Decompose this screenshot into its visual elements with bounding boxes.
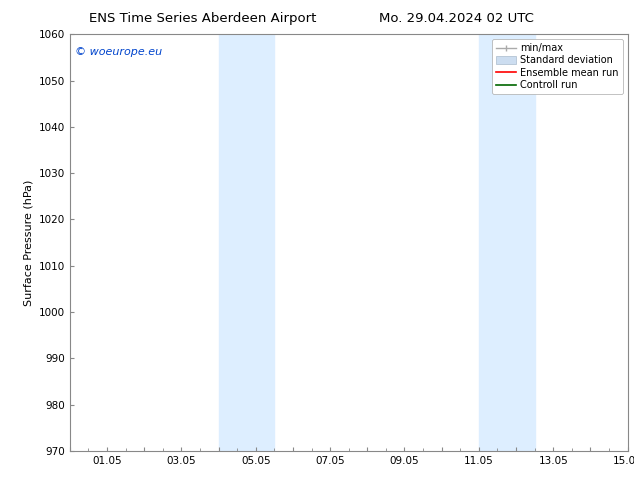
Text: ENS Time Series Aberdeen Airport: ENS Time Series Aberdeen Airport — [89, 12, 316, 25]
Text: © woeurope.eu: © woeurope.eu — [75, 47, 162, 57]
Bar — [219, 34, 275, 451]
Bar — [479, 34, 534, 451]
Y-axis label: Surface Pressure (hPa): Surface Pressure (hPa) — [23, 179, 33, 306]
Text: Mo. 29.04.2024 02 UTC: Mo. 29.04.2024 02 UTC — [379, 12, 534, 25]
Legend: min/max, Standard deviation, Ensemble mean run, Controll run: min/max, Standard deviation, Ensemble me… — [492, 39, 623, 94]
